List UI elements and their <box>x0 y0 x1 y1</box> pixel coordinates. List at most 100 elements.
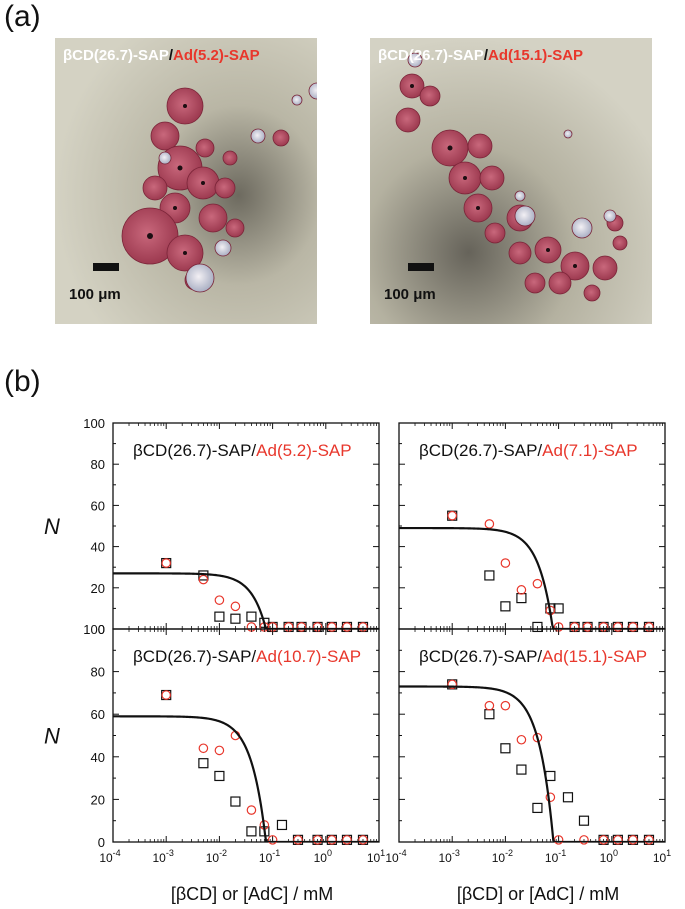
chart-3-point-circle <box>161 690 171 700</box>
chart-1-ylabel: N <box>44 514 60 539</box>
chart-3-ytick-label: 60 <box>91 707 105 722</box>
svg-text:βCD(26.7)-SAP/Ad(5.2)-SAP: βCD(26.7)-SAP/Ad(5.2)-SAP <box>63 47 260 64</box>
chart-2-point-circle <box>484 519 495 529</box>
chart-4-xtick-label-base: 10 <box>439 851 453 865</box>
chart-2-title-prefix: βCD(26.7)-SAP/ <box>419 441 542 460</box>
chart-4-title: βCD(26.7)-SAP/Ad(15.1)-SAP <box>419 647 647 666</box>
droplet-cluster-1 <box>121 82 317 293</box>
chart-3-ytick-label: 100 <box>83 622 105 637</box>
chart-3-point-circle <box>267 835 278 845</box>
chart-3-title: βCD(26.7)-SAP/Ad(10.7)-SAP <box>133 647 361 666</box>
chart-1-point-circle <box>342 622 352 632</box>
chart-1-point-circle <box>214 595 225 605</box>
chart-2-point-circle <box>500 558 511 568</box>
chart-1-title-suffix: Ad(5.2)-SAP <box>256 441 351 460</box>
chart-3-xtick-label-base: 10 <box>259 851 273 865</box>
chart-2-point-square <box>484 570 495 581</box>
chart-4-point-square <box>484 709 495 720</box>
chart-4-point-square <box>500 743 511 754</box>
chart-3-point-circle <box>198 743 209 754</box>
chart-4-xtick-label-exponent: 0 <box>613 848 618 858</box>
chart-4-xtick-label-base: 10 <box>653 851 667 865</box>
chart-3-ylabel: N <box>44 724 60 749</box>
image-1-title-prefix: βCD(26.7)-SAP <box>63 47 169 64</box>
chart-4-xtick-label-base: 10 <box>492 851 506 865</box>
chart-3-title-suffix: Ad(10.7)-SAP <box>256 647 361 666</box>
chart-3-point-circle <box>312 835 323 845</box>
chart-3-xtick-label: 10-4 <box>99 848 120 865</box>
scale-bar-2 <box>408 263 434 271</box>
microscope-image-1: βCD(26.7)-SAP/Ad(5.2)-SAP 100 μm <box>55 38 317 324</box>
chart-4-xtick-label: 10-2 <box>492 848 513 865</box>
chart-2-point-circle <box>532 578 543 589</box>
chart-1-ytick-label: 100 <box>83 416 105 431</box>
chart-4-point-square <box>562 792 574 803</box>
chart-4-xtick-label-exponent: -4 <box>399 848 407 858</box>
chart-3-ytick-label: 20 <box>91 792 105 807</box>
chart-3-xtick-label-exponent: -3 <box>166 848 174 858</box>
chart-2-title-suffix: Ad(7.1)-SAP <box>542 441 637 460</box>
chart-2-title: βCD(26.7)-SAP/Ad(7.1)-SAP <box>419 441 638 460</box>
chart-1-fit-curve <box>113 572 379 629</box>
chart-4-xtick-label: 10-4 <box>385 848 406 865</box>
chart-1-ytick-label: 20 <box>91 581 105 596</box>
chart-4-point-square <box>578 815 590 826</box>
chart-3-xtick-label: 10-1 <box>259 848 280 865</box>
chart-3-xtick-label: 10-2 <box>206 848 227 865</box>
chart-2-fit-curve <box>399 526 665 629</box>
chart-3-point-square <box>276 819 288 831</box>
chart-1-point-square <box>246 611 257 622</box>
chart-3-ytick-label: 0 <box>98 835 105 850</box>
chart-3-point-circle <box>327 835 337 845</box>
chart-3-xtick-label-base: 10 <box>314 851 328 865</box>
chart-3-point-circle <box>358 835 368 845</box>
chart-3-xtick-label: 100 <box>314 848 332 865</box>
chart-4-point-circle <box>500 700 511 711</box>
chart-3-point-square <box>246 826 257 837</box>
image-2-title-sep: / <box>484 47 489 64</box>
chart-1-point-circle <box>161 558 171 568</box>
chart-3-xtick-label-exponent: 0 <box>327 848 332 858</box>
chart-1-ytick-label: 80 <box>91 457 105 472</box>
chart-4-point-circle <box>644 835 654 845</box>
chart-1-point-circle <box>296 622 307 632</box>
chart-3-xtick-label-base: 10 <box>99 851 113 865</box>
chart-4-point-square <box>516 764 527 775</box>
chart-3-xtick-label-exponent: -4 <box>113 848 121 858</box>
chart-1-point-circle <box>230 601 241 612</box>
chart-4-xtick-label-base: 10 <box>545 851 559 865</box>
scale-bar-1-label: 100 μm <box>69 286 121 303</box>
chart-3-fit-curve <box>113 715 379 842</box>
chart-4-point-circle <box>447 679 457 690</box>
chart-4-title-suffix: Ad(15.1)-SAP <box>542 647 647 666</box>
chart-2-point-circle <box>447 510 457 521</box>
chart-2-point-circle <box>613 622 623 632</box>
chart-3-title-prefix: βCD(26.7)-SAP/ <box>133 647 256 666</box>
chart-4-title-prefix: βCD(26.7)-SAP/ <box>419 647 542 666</box>
chart-4-point-square <box>532 802 543 814</box>
chart-4-xlabel: [βCD] or [AdC] / mM <box>457 884 619 904</box>
image-1-title-suffix: Ad(5.2)-SAP <box>173 47 260 64</box>
chart-3-point-circle <box>214 745 225 756</box>
chart-3-xtick-label-base: 10 <box>206 851 220 865</box>
chart-3-point-square <box>214 770 225 782</box>
chart-3-point-square <box>230 796 241 807</box>
chart-3-xtick-label-base: 10 <box>367 851 381 865</box>
image-2-title-prefix: βCD(26.7)-SAP <box>378 47 484 64</box>
chart-2-point-circle <box>516 585 527 595</box>
chart-4-point-circle <box>484 700 495 711</box>
panel-a-label: (a) <box>4 0 41 33</box>
chart-3-xtick-label-exponent: 1 <box>380 848 385 858</box>
chart-1-title-prefix: βCD(26.7)-SAP/ <box>133 441 256 460</box>
chart-1-point-circle <box>327 622 337 632</box>
chart-1-ytick-label: 40 <box>91 540 105 555</box>
chart-3-ytick-label: 40 <box>91 750 105 765</box>
chart-4-point-square <box>545 770 556 782</box>
chart-4-xtick-label-exponent: -3 <box>452 848 460 858</box>
chart-4-point-circle <box>545 792 556 803</box>
chart-1-ytick-label: 60 <box>91 498 105 513</box>
chart-4-xtick-label-exponent: -1 <box>558 848 566 858</box>
image-2-title-suffix: Ad(15.1)-SAP <box>488 47 583 64</box>
microscope-image-2: βCD(26.7)-SAP/Ad(15.1)-SAP 100 μm <box>370 38 652 324</box>
